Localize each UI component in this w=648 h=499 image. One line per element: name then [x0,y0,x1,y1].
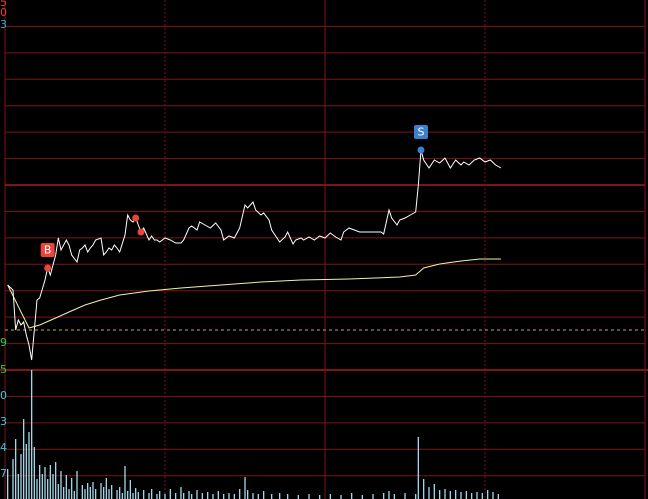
trade-marker [132,214,140,222]
line-average [7,258,501,329]
trade-marker [44,264,52,272]
trade-label: B [44,244,52,257]
axis-label: 0 [0,389,7,402]
axis-label: 4 [0,441,7,454]
trade-marker [137,228,145,236]
axis-label: 7 [0,467,7,480]
axis-label: 3 [0,18,7,31]
trade-badge [414,125,428,139]
axis-label: 5 [0,0,7,9]
trade-badge [40,243,55,257]
axis-label: 5 [0,363,7,376]
axis-label: 0 [0,6,7,19]
trade-label: S [418,126,425,139]
trade-marker [417,146,425,154]
axis-label: 9 [0,336,7,349]
line-price [7,149,502,361]
axis-label: 3 [0,415,7,428]
